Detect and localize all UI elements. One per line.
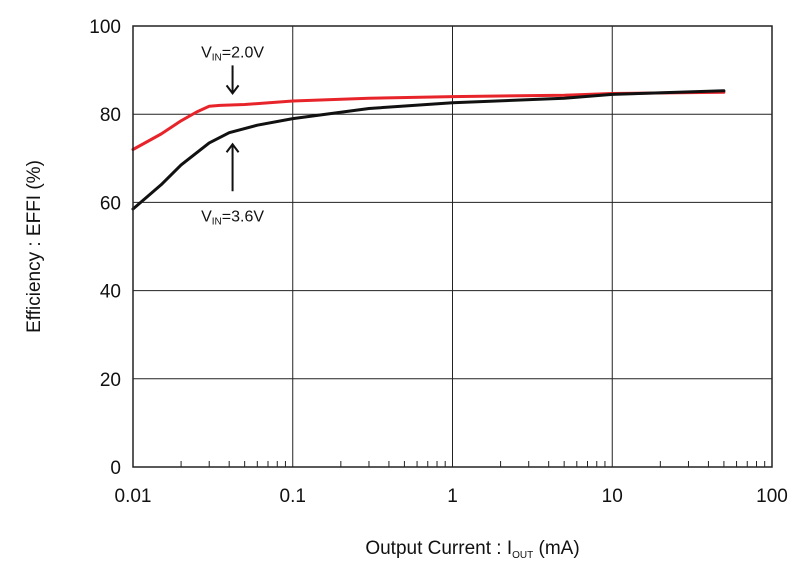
y-tick-label: 100: [89, 17, 121, 38]
annotation-arrowhead-2: [225, 142, 240, 153]
y-tick-label: 40: [100, 282, 121, 303]
x-tick-labels: 0.01 0.1 1 10 100: [115, 486, 788, 507]
minor-ticks: [180, 461, 766, 467]
x-tick-label: 0.01: [115, 486, 152, 507]
y-axis-title: Efficiency : EFFI (%): [24, 160, 45, 333]
x-tick-label: 1: [447, 486, 458, 507]
annotations: VIN=2.0V VIN=3.6V: [201, 44, 264, 227]
x-tick-label: 100: [756, 486, 788, 507]
annotation-arrowhead-1: [225, 84, 240, 96]
y-tick-label: 60: [100, 193, 121, 214]
y-tick-label: 80: [100, 105, 121, 126]
x-axis-title-unit: (mA): [533, 538, 579, 559]
y-tick-labels: 0 20 40 60 80 100: [89, 17, 121, 479]
x-tick-label: 10: [602, 486, 623, 507]
series-line-1: [131, 90, 726, 151]
series-layer: [131, 89, 726, 211]
series-line-2: [131, 89, 726, 211]
annotation-label-2: VIN=3.6V: [201, 208, 264, 227]
x-axis-title-main: Output Current : I: [365, 538, 512, 559]
x-axis-title: Output Current : IOUT (mA): [365, 538, 579, 561]
annotation-label-1: VIN=2.0V: [201, 44, 264, 63]
plot-frame: [132, 25, 773, 468]
y-tick-label: 20: [100, 370, 121, 391]
x-axis-title-subscript: OUT: [512, 550, 533, 561]
y-tick-label: 0: [110, 458, 121, 479]
x-tick-label: 0.1: [280, 486, 306, 507]
